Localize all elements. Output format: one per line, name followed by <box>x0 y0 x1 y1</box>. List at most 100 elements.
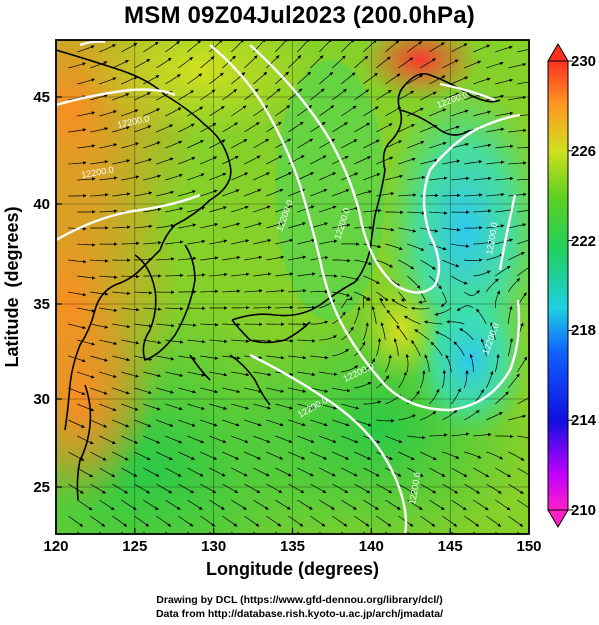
wind-arrow <box>112 192 131 197</box>
wind-arrow <box>143 435 161 444</box>
wind-arrow <box>341 72 356 85</box>
wind-arrow <box>165 339 184 344</box>
y-tick-label: 35 <box>33 296 50 313</box>
wind-arrow <box>310 320 329 325</box>
wind-arrow <box>90 323 109 329</box>
wind-arrow <box>517 499 529 511</box>
wind-arrow <box>143 75 160 85</box>
wind-arrow <box>112 419 130 428</box>
wind-arrow <box>407 175 426 181</box>
wind-arrow <box>486 278 499 293</box>
wind-arrow <box>165 371 184 377</box>
wind-arrow <box>376 419 395 423</box>
wind-arrow <box>407 211 426 215</box>
wind-arrow <box>121 371 139 378</box>
wind-arrow <box>451 275 468 285</box>
wind-arrow <box>222 155 239 165</box>
wind-arrow <box>231 40 245 53</box>
wind-arrow <box>222 355 241 360</box>
wind-arrow <box>485 370 494 389</box>
wind-arrow <box>187 206 206 213</box>
wind-arrow <box>341 275 360 281</box>
wind-arrow <box>288 222 306 229</box>
wind-arrow <box>209 172 227 181</box>
wind-arrow <box>134 58 151 69</box>
wind-arrow <box>99 275 118 279</box>
wind-arrow <box>200 122 217 133</box>
wind-arrow <box>77 371 95 379</box>
wind-arrow <box>332 189 350 197</box>
wind-arrow <box>297 403 315 410</box>
wind-arrow <box>200 189 218 197</box>
wind-arrow <box>517 48 529 53</box>
wind-arrow <box>508 252 525 261</box>
wind-arrow <box>407 467 424 477</box>
wind-arrow <box>231 239 250 245</box>
wind-arrow <box>407 107 424 117</box>
wind-arrow <box>442 92 460 101</box>
wind-arrow <box>112 126 130 133</box>
wind-arrow <box>231 138 248 149</box>
wind-arrow <box>486 451 504 460</box>
wind-arrow <box>112 59 129 69</box>
wind-arrow <box>319 435 337 443</box>
wind-arrow <box>332 88 347 101</box>
wind-arrow <box>473 44 491 53</box>
wind-arrow <box>209 72 224 85</box>
wind-arrow <box>363 106 379 117</box>
wind-arrow <box>445 354 452 373</box>
wind-arrow <box>156 124 174 133</box>
wind-arrow <box>231 172 249 181</box>
wind-arrow <box>429 108 447 117</box>
wind-arrow <box>99 435 116 445</box>
wind-arrow <box>376 227 395 232</box>
wind-arrow <box>288 255 307 261</box>
wind-arrow <box>319 205 337 213</box>
wind-arrow <box>222 122 238 133</box>
wind-arrow <box>517 81 529 85</box>
wind-arrow <box>403 315 421 325</box>
x-tick-label: 135 <box>280 538 305 555</box>
colorbar-tick-label: 218 <box>571 322 596 339</box>
wind-arrow <box>178 451 195 460</box>
wind-arrow <box>495 265 511 277</box>
wind-arrow <box>420 451 437 461</box>
wind-arrow <box>244 122 260 133</box>
wind-arrow <box>530 516 545 527</box>
wind-arrow <box>473 240 492 245</box>
wind-arrow <box>178 515 194 527</box>
wind-arrow <box>297 40 310 53</box>
wind-arrow <box>68 451 85 461</box>
wind-arrow <box>112 225 131 229</box>
wind-arrow <box>112 515 128 527</box>
wind-arrow <box>341 365 359 373</box>
wind-arrow <box>112 291 131 296</box>
wind-arrow <box>429 141 447 149</box>
wind-arrow <box>530 342 541 356</box>
wind-arrow <box>178 419 196 427</box>
wind-arrow <box>253 403 271 410</box>
wind-arrow <box>165 240 184 245</box>
wind-arrow <box>288 515 304 527</box>
wind-arrow <box>354 451 372 460</box>
wind-arrow <box>275 105 291 117</box>
wind-arrow <box>398 291 407 302</box>
wind-arrow <box>495 467 512 478</box>
wind-arrow <box>68 355 86 363</box>
wind-arrow <box>353 306 361 325</box>
wind-arrow <box>288 55 302 69</box>
wind-arrow <box>341 242 360 246</box>
wind-arrow <box>530 452 546 461</box>
wind-arrow <box>407 74 423 85</box>
wind-arrow <box>430 341 443 357</box>
wind-arrow <box>222 189 240 197</box>
wind-arrow <box>297 172 314 181</box>
wind-arrow <box>90 355 108 362</box>
wind-arrow <box>178 355 197 361</box>
wind-arrow <box>90 94 108 101</box>
wind-arrow <box>440 291 447 307</box>
wind-arrow <box>112 323 131 329</box>
wind-arrow <box>90 61 108 69</box>
wind-arrow <box>121 274 140 279</box>
wind-arrow <box>77 111 96 117</box>
